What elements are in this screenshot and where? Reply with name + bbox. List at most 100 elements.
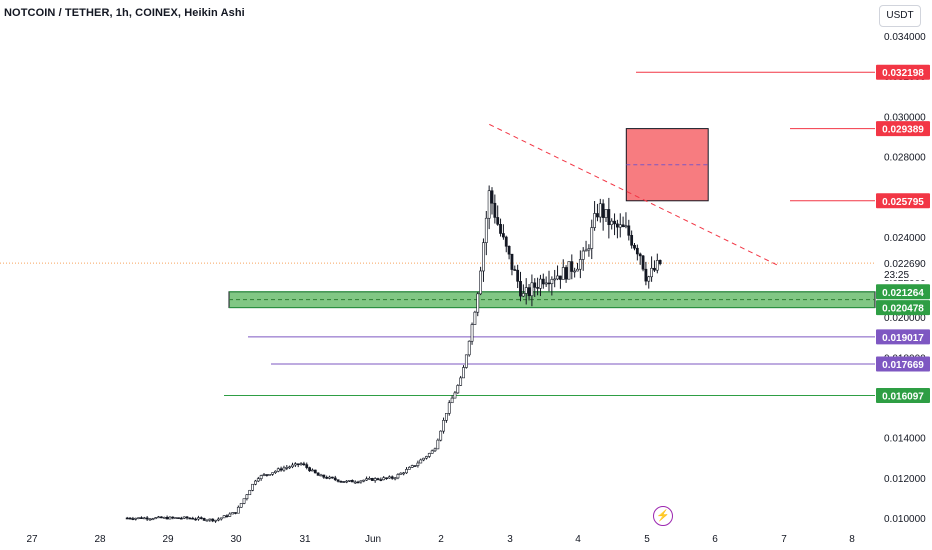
candle-body [561, 267, 565, 280]
candle-body [376, 478, 380, 480]
candle-body [160, 516, 163, 519]
candle-body [510, 253, 514, 270]
candle-body [308, 467, 312, 472]
candle-body [581, 250, 585, 260]
candle-body [516, 269, 520, 282]
candle-body [521, 293, 525, 297]
candle-body [635, 247, 639, 255]
candle-body [325, 477, 329, 479]
candle-body [245, 494, 249, 500]
candle-body [205, 519, 209, 522]
candle-body [162, 517, 166, 519]
lightning-bolt-icon[interactable]: ⚡ [653, 506, 673, 526]
price-label-box [876, 300, 930, 316]
y-tick-label: 0.034000 [884, 32, 926, 43]
candle-body [177, 517, 180, 519]
price-labels-layer: 0.032198 0.029389 0.025795 0.021264 0.020478… [876, 64, 930, 404]
candles-layer [125, 185, 662, 523]
candle-body [615, 223, 619, 228]
candle-body [593, 213, 597, 228]
candle-body [462, 367, 465, 379]
candle-body [433, 448, 437, 452]
candle-body [151, 518, 155, 521]
candle-body [601, 203, 605, 218]
candle-body [333, 477, 337, 481]
resistance-zone [625, 128, 709, 202]
candle-body [142, 517, 146, 520]
candle-body [311, 469, 314, 472]
candle-body [259, 475, 263, 479]
y-tick-label: 0.028000 [884, 153, 926, 164]
candle-body [385, 477, 388, 480]
candle-body [519, 281, 522, 297]
candle-body [188, 517, 192, 520]
candle-body [553, 278, 557, 281]
candle-body [430, 450, 434, 454]
candle-body [211, 518, 215, 522]
candle-body [578, 259, 582, 270]
candle-body [604, 209, 608, 218]
candle-body [271, 472, 274, 475]
candle-body [368, 478, 371, 480]
candle-body [191, 517, 195, 520]
candle-body [299, 463, 303, 466]
candle-body [618, 224, 622, 228]
candle-body [407, 467, 411, 470]
x-tick-label: 28 [94, 534, 106, 545]
candle-body [650, 267, 654, 278]
candle-body [382, 477, 386, 481]
candle-body [613, 220, 616, 225]
candle-body [470, 324, 474, 342]
candle-body [459, 377, 463, 386]
candle-body [319, 474, 323, 477]
x-tick-label: 31 [299, 534, 311, 545]
candle-body [444, 413, 448, 421]
price-label-text: 0.019017 [882, 333, 924, 344]
candle-body [490, 190, 494, 204]
candle-body [621, 224, 625, 227]
candle-body [302, 463, 306, 466]
candle-body [584, 249, 588, 252]
candle-body [279, 468, 283, 471]
candle-body [447, 402, 451, 414]
candle-body [658, 260, 662, 265]
candle-body [154, 517, 158, 520]
candle-body [328, 476, 331, 479]
candle-body [530, 282, 534, 297]
candle-body [556, 275, 559, 280]
candle-body [558, 275, 562, 280]
candle-body [148, 518, 152, 521]
chart-title: NOTCOIN / TETHER, 1h, COINEX, Heikin Ash… [4, 7, 245, 19]
candle-body [345, 480, 349, 483]
candle-body [638, 253, 642, 257]
price-label-text: 0.020478 [882, 304, 924, 315]
candle-body [536, 287, 540, 289]
candle-body [239, 503, 243, 508]
candle-body [422, 457, 426, 461]
candle-body [564, 267, 568, 280]
price-label-text: 0.017669 [882, 360, 924, 371]
candle-body [316, 472, 320, 476]
candle-body [456, 385, 460, 394]
candle-body [199, 517, 203, 519]
candle-body [262, 474, 266, 476]
candle-body [630, 235, 634, 246]
candle-body [653, 267, 656, 271]
price-label-box [876, 64, 930, 80]
candle-body [396, 474, 400, 479]
candle-body [242, 498, 246, 504]
candle-body [285, 467, 289, 469]
candle-body [202, 518, 206, 521]
candle-body [234, 512, 237, 514]
candle-body [214, 519, 217, 522]
candle-body [493, 202, 497, 218]
candle-body [416, 462, 420, 466]
candle-body [291, 464, 294, 468]
x-tick-label: 7 [781, 534, 787, 545]
candle-body [504, 236, 508, 247]
candle-body [217, 518, 220, 521]
price-label-text: 0.032198 [882, 68, 924, 79]
currency-button[interactable]: USDT [879, 5, 921, 27]
candle-body [276, 468, 280, 472]
